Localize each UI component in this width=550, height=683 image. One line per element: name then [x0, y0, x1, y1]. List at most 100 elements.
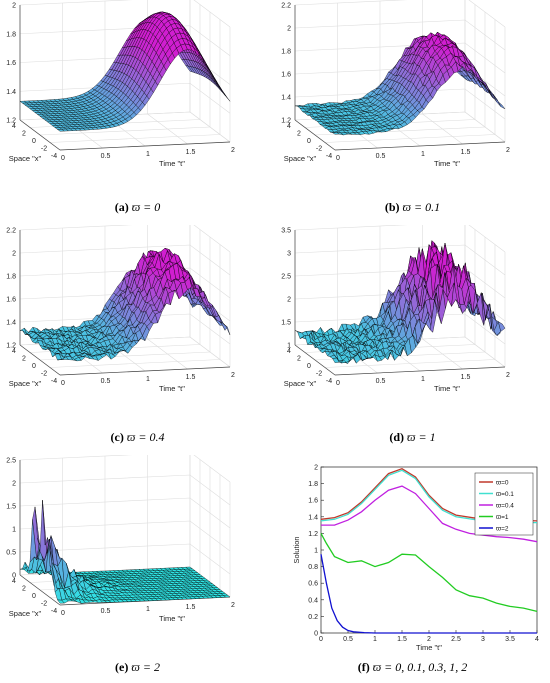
x-tick-label: 0 — [32, 363, 36, 370]
grid-line — [19, 455, 231, 483]
x-tick-label: -4 — [326, 378, 332, 385]
surface — [19, 247, 231, 362]
t-tick-label: 1.5 — [186, 374, 196, 381]
z-tick-label: 1.2 — [281, 118, 291, 125]
z-tick-label: 2 — [12, 481, 16, 488]
t-tick-label: 0.5 — [101, 608, 111, 615]
z-tick-label: 1.6 — [281, 72, 291, 79]
series-line-4 — [320, 554, 537, 634]
t-tick-label: 0 — [61, 155, 65, 162]
series-line-3 — [320, 533, 538, 613]
x-axis-label: Space "x" — [9, 609, 42, 618]
x-tick-label: -4 — [51, 153, 57, 160]
surface-plot-d: 11.522.533.500.511.52420-2-4SolutionTime… — [281, 225, 510, 393]
caption-f-expr: ϖ = 0, 0.1, 0.3, 1, 2 — [372, 660, 468, 674]
surface-cell — [223, 323, 231, 336]
y-tick-label: 0.4 — [308, 597, 318, 604]
surface — [294, 31, 506, 136]
legend-label: ϖ=0 — [496, 480, 509, 487]
t-axis-label: Time "t" — [434, 159, 460, 168]
z-tick-label: 1.4 — [6, 320, 16, 327]
x-tick-label: 2 — [427, 636, 431, 643]
panel-b: 1.21.41.61.822.200.511.52420-2-4Solution… — [275, 0, 550, 195]
t-tick-label: 1 — [146, 376, 150, 383]
surface-plot-b: 1.21.41.61.822.200.511.52420-2-4Solution… — [281, 0, 510, 168]
t-tick-label: 0.5 — [101, 153, 111, 160]
x-tick-label: -4 — [51, 608, 57, 615]
x-tick-label: 1 — [373, 636, 377, 643]
t-axis-line — [59, 141, 231, 151]
t-axis-label: Time "t" — [159, 614, 185, 623]
x-axis-line — [19, 344, 61, 376]
z-tick-label: 2 — [287, 297, 291, 304]
caption-a: (a) ϖ = 0 — [0, 200, 275, 215]
y-tick-label: 0.6 — [308, 581, 318, 588]
t-tick-label: 2 — [231, 147, 235, 154]
x-tick-label: 3 — [481, 636, 485, 643]
y-tick-label: 1.6 — [308, 498, 318, 505]
caption-e-tag: (e) — [115, 660, 129, 674]
x-tick-label: 2 — [297, 131, 301, 138]
t-tick-label: 0.5 — [101, 378, 111, 385]
caption-d: (d) ϖ = 1 — [275, 430, 550, 445]
z-tick-label: 2.5 — [6, 458, 16, 465]
x-axis-label: Space "x" — [284, 379, 317, 388]
z-tick-label: 1.5 — [281, 320, 291, 327]
t-tick-label: 1.5 — [461, 149, 471, 156]
x-tick-label: -2 — [316, 146, 322, 153]
z-tick-label: 2.2 — [281, 3, 291, 10]
x-tick-label: 1.5 — [397, 636, 407, 643]
grid-line — [49, 359, 221, 368]
surface — [294, 240, 506, 364]
z-tick-label: 1.6 — [6, 60, 16, 67]
legend-label: ϖ=0.4 — [496, 503, 514, 510]
grid-line — [294, 0, 506, 28]
y-tick-label: 0.2 — [308, 614, 318, 621]
surface-plot-c: 1.21.41.61.822.200.511.52420-2-4Solution… — [6, 225, 235, 393]
grid-line — [294, 19, 506, 51]
z-tick-label: 0.5 — [6, 550, 16, 557]
grid-line — [294, 225, 506, 253]
t-tick-label: 1.5 — [186, 604, 196, 611]
axis-frame — [19, 5, 231, 151]
x-tick-label: 2 — [22, 586, 26, 593]
t-axis-line — [59, 366, 231, 376]
x-tick-label: 0 — [307, 138, 311, 145]
legend-label: ϖ=0.1 — [496, 491, 514, 498]
grid-line — [324, 359, 496, 368]
x-tick-label: 4 — [12, 123, 16, 130]
x-axis-line — [19, 119, 61, 151]
panel-e: 00.511.522.500.511.52420-2-4SolutionTime… — [0, 455, 275, 650]
grid-line — [39, 126, 211, 136]
surface-cell — [498, 101, 506, 110]
t-axis-label: Time "t" — [159, 159, 185, 168]
surface-cell — [489, 91, 497, 102]
x-tick-label: 0 — [319, 636, 323, 643]
t-tick-label: 2 — [231, 602, 235, 609]
caption-c: (c) ϖ = 0.4 — [0, 430, 275, 445]
x-axis-label: Space "x" — [9, 379, 42, 388]
t-tick-label: 0.5 — [376, 378, 386, 385]
panel-a: 1.21.41.61.8200.511.52420-2-4SolutionTim… — [0, 0, 275, 195]
axis-frame — [294, 230, 506, 376]
caption-f-tag: (f) — [357, 660, 370, 674]
legend-box — [474, 472, 534, 536]
z-tick-label: 1.4 — [281, 95, 291, 102]
surface-plot-e: 00.511.522.500.511.52420-2-4SolutionTime… — [6, 455, 235, 623]
x-axis-line — [294, 119, 336, 151]
x-tick-label: 0.5 — [343, 636, 353, 643]
caption-c-expr: ϖ = 0.4 — [126, 430, 165, 444]
caption-b: (b) ϖ = 0.1 — [275, 200, 550, 215]
x-tick-label: 4 — [287, 348, 291, 355]
t-tick-label: 1 — [421, 376, 425, 383]
t-tick-label: 0 — [336, 380, 340, 387]
t-tick-label: 0.5 — [376, 153, 386, 160]
grid-line — [19, 225, 231, 253]
x-tick-label: 2 — [22, 131, 26, 138]
t-tick-label: 2 — [506, 147, 510, 154]
t-tick-label: 1.5 — [186, 149, 196, 156]
grid-line — [324, 134, 496, 143]
caption-b-expr: ϖ = 0.1 — [402, 200, 441, 214]
z-tick-label: 2.2 — [6, 228, 16, 235]
z-tick-label: 1.8 — [6, 31, 16, 38]
